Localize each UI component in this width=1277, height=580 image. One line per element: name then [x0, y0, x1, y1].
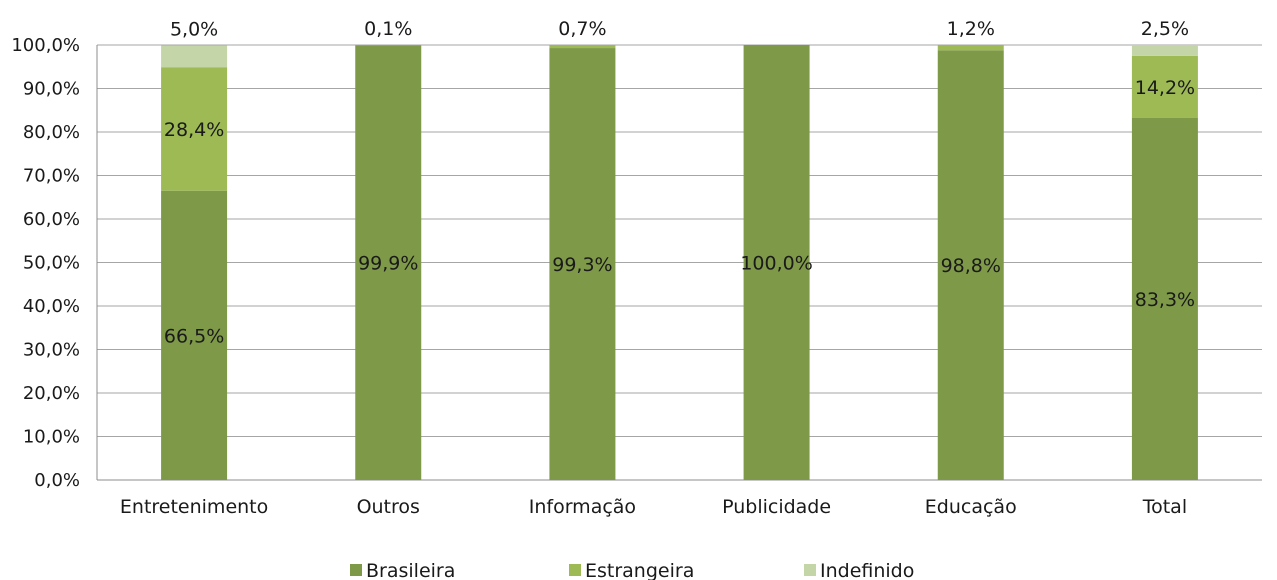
bar-segment	[549, 48, 616, 481]
x-tick-label: Informação	[529, 496, 636, 518]
data-label: 83,3%	[1135, 289, 1195, 311]
bar-segment	[743, 45, 810, 480]
data-label: 0,7%	[558, 18, 606, 40]
y-tick-label: 60,0%	[23, 209, 80, 230]
legend-swatch	[569, 564, 581, 576]
y-tick-label: 10,0%	[23, 427, 80, 448]
bars	[161, 45, 1198, 481]
y-tick-label: 100,0%	[11, 35, 80, 56]
data-label: 5,0%	[170, 18, 218, 40]
y-tick-label: 30,0%	[23, 340, 80, 361]
bar-segment	[549, 45, 616, 49]
bar-segment	[1131, 117, 1198, 481]
x-tick-label: Outros	[357, 496, 420, 518]
y-tick-label: 20,0%	[23, 383, 80, 404]
data-label: 0,1%	[364, 18, 412, 40]
x-tick-label: Entretenimento	[120, 496, 268, 518]
gridlines	[96, 44, 1262, 481]
data-label: 100,0%	[740, 253, 812, 275]
x-tick-label: Publicidade	[722, 496, 831, 518]
y-tick-label: 0,0%	[34, 470, 80, 491]
legend-swatch	[350, 564, 362, 576]
data-label: 99,9%	[358, 253, 418, 275]
data-label: 14,2%	[1135, 77, 1195, 99]
bar-segment	[937, 50, 1004, 480]
data-label: 2,5%	[1141, 18, 1189, 40]
x-tick-label: Educação	[925, 496, 1017, 518]
bar-segment	[161, 67, 228, 191]
bar-segment	[1131, 45, 1198, 56]
y-axis-tick-labels: 0,0% 10,0% 20,0% 30,0% 40,0% 50,0% 60,0% 70,0% 8…	[11, 35, 80, 491]
y-tick-label: 40,0%	[23, 296, 80, 317]
legend: Brasileira Estrangeira Indefinido	[350, 560, 914, 580]
bar-segment	[355, 45, 422, 481]
y-tick-label: 50,0%	[23, 253, 80, 274]
y-tick-label: 70,0%	[23, 166, 80, 187]
data-label: 66,5%	[164, 325, 224, 347]
bar-segment	[1131, 55, 1198, 118]
bar-segment	[161, 190, 228, 480]
y-tick-label: 90,0%	[23, 79, 80, 100]
x-axis: Entretenimento Outros Informação Publicidad…	[120, 496, 1187, 518]
data-label: 98,8%	[941, 255, 1001, 277]
legend-label: Estrangeira	[585, 560, 694, 580]
data-label: 28,4%	[164, 119, 224, 141]
data-label: 1,2%	[947, 18, 995, 40]
legend-swatch	[804, 564, 816, 576]
data-labels: 66,5% 28,4% 5,0% 99,9% 0,1% 99,3% 0,7% 100,0% 98…	[164, 18, 1195, 347]
data-label: 99,3%	[552, 254, 612, 276]
bar-segment	[937, 45, 1004, 51]
x-tick-label: Total	[1142, 496, 1187, 518]
legend-label: Indefinido	[820, 560, 914, 580]
legend-label: Brasileira	[366, 560, 455, 580]
bar-segment	[161, 45, 228, 68]
y-tick-label: 80,0%	[23, 122, 80, 143]
